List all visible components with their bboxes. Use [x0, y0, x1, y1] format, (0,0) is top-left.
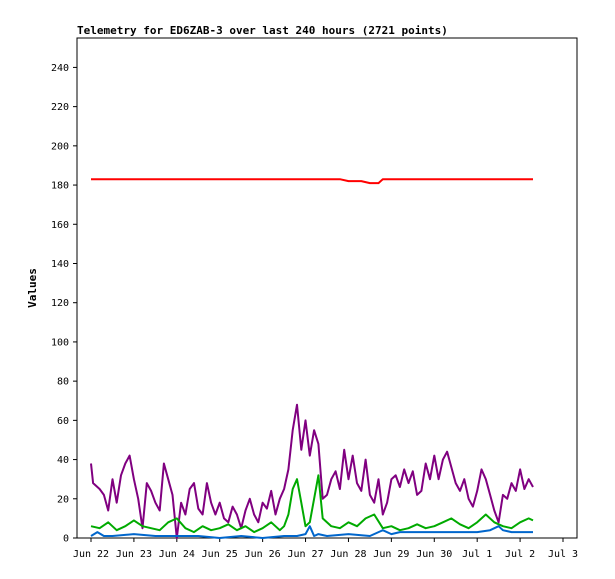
x-tick-label: Jun 24 — [159, 549, 195, 560]
y-tick-label: 0 — [63, 534, 69, 545]
y-tick-label: 120 — [51, 298, 69, 309]
x-tick-label: Jul 2 — [505, 549, 535, 560]
y-tick-label: 180 — [51, 181, 69, 192]
x-tick-label: Jun 28 — [330, 549, 366, 560]
series-line-4 — [90, 525, 533, 539]
x-tick-label: Jul 1 — [462, 549, 492, 560]
y-tick-label: 20 — [57, 494, 69, 505]
x-tick-label: Jul 3 — [548, 549, 578, 560]
y-tick-label: 80 — [57, 377, 69, 388]
chart-title: Telemetry for ED6ZAB-3 over last 240 hou… — [77, 24, 448, 37]
y-axis-label: Values — [26, 268, 39, 308]
y-tick-label: 40 — [57, 455, 69, 466]
plot-frame — [76, 37, 578, 539]
y-tick-label: 160 — [51, 220, 69, 231]
y-tick-label: 220 — [51, 102, 69, 113]
series-line-1 — [91, 178, 533, 185]
y-tick-label: 100 — [51, 337, 69, 348]
series-line-2 — [90, 403, 534, 539]
x-tick-label: Jun 26 — [245, 549, 281, 560]
x-tick-label: Jun 23 — [116, 549, 152, 560]
x-tick-label: Jun 30 — [416, 549, 452, 560]
y-tick-label: 240 — [51, 63, 69, 74]
y-tick-label: 200 — [51, 141, 69, 152]
y-axis: 0 20 40 60 80 100 120 140 160 180 200 220 240 — [51, 63, 77, 545]
series-group — [90, 178, 534, 539]
y-tick-label: 140 — [51, 259, 69, 270]
y-tick-label: 60 — [57, 416, 69, 427]
x-tick-label: Jun 29 — [373, 549, 409, 560]
series-line-3 — [90, 474, 534, 534]
x-tick-label: Jun 25 — [202, 549, 238, 560]
x-tick-label: Jun 27 — [287, 549, 323, 560]
x-tick-label: Jun 22 — [73, 549, 109, 560]
x-axis: Jun 22 Jun 23 Jun 24 Jun 25 Jun 26 Jun 27 Jun … — [73, 538, 578, 560]
